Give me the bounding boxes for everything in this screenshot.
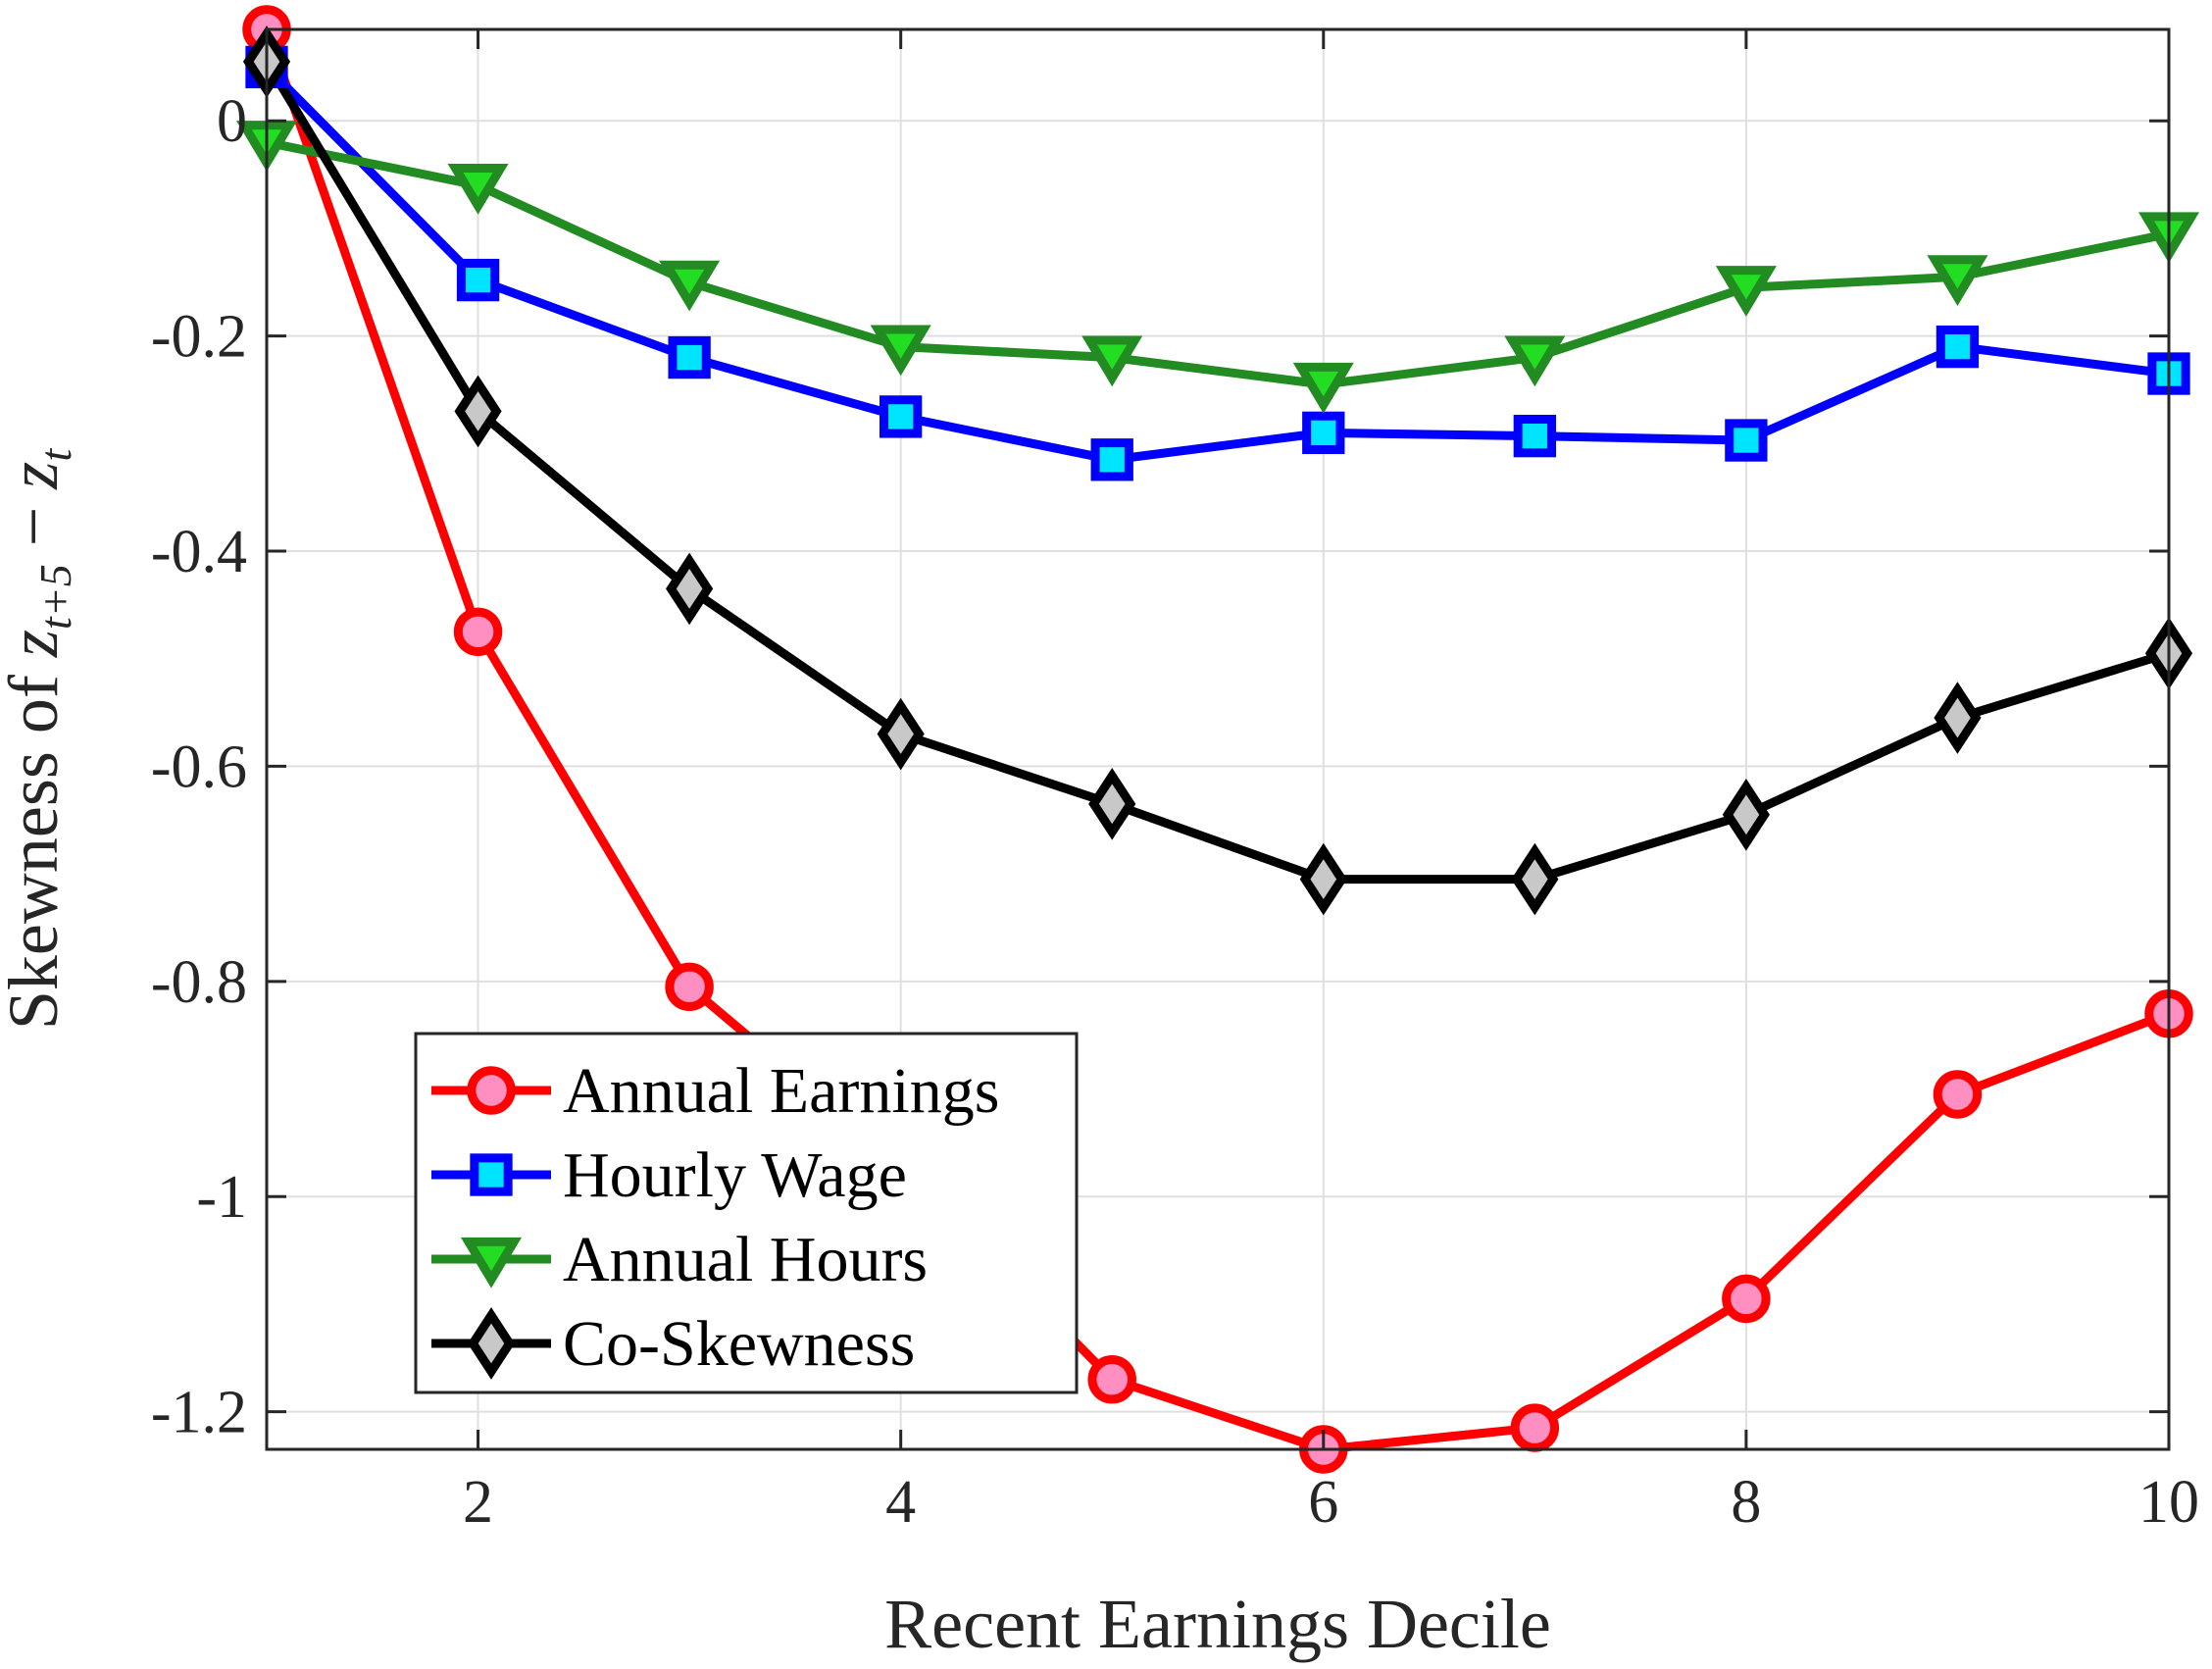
data-point-hourly-wage [1090,438,1133,481]
data-point-hourly-wage [880,395,923,438]
data-point-hourly-wage [1936,325,1980,369]
data-point-annual-hours [1292,362,1354,414]
series-line-annual-earnings [262,27,2171,1454]
y-tick-label: -0.2 [151,304,247,371]
y-axis-title-var1: z [0,630,73,658]
data-point-hourly-wage [1725,419,1768,462]
x-tick-label: 8 [1731,1469,1761,1536]
data-point-co-skewness [666,552,714,626]
legend-marker-annual-hours [460,1237,523,1289]
y-axis-title-sub1: t+5 [30,564,80,630]
legend-label-hourly-wage: Hourly Wage [563,1139,907,1211]
y-axis-title-prefix: Skewness of [0,657,73,1030]
data-point-annual-earnings [453,607,503,657]
legend-marker-co-skewness [467,1307,516,1380]
legend: Annual Earnings Hourly Wage Annual Hours Co… [414,1032,1079,1394]
x-tick-label: 10 [2138,1469,2199,1536]
data-point-hourly-wage [1513,414,1556,458]
y-axis-title-sub2: t [30,448,80,462]
data-point-annual-earnings [1722,1274,1771,1324]
axis-ticks [267,29,2171,1449]
legend-label-annual-earnings: Annual Earnings [563,1055,999,1127]
y-tick-label: -1 [196,1164,247,1231]
data-point-annual-earnings [665,962,714,1012]
data-point-annual-hours [1715,266,1777,317]
y-tick-label: -0.4 [151,519,247,585]
data-point-co-skewness [1088,767,1136,840]
data-point-annual-earnings [1933,1070,1983,1119]
axes-frame [265,27,2171,1451]
legend-marker-annual-earnings [467,1066,516,1115]
data-point-co-skewness [877,697,925,771]
data-point-co-skewness [454,375,502,448]
x-axis-title: Recent Earnings Decile [884,1585,1551,1663]
series-lines [262,27,2171,1454]
legend-label-annual-hours: Annual Hours [563,1224,928,1295]
data-point-annual-hours [447,163,509,215]
data-point-hourly-wage [668,335,711,379]
data-point-annual-hours [870,325,931,377]
series-markers [235,5,2200,1474]
data-point-co-skewness [1511,842,1559,916]
y-axis-title-minus: − [0,489,73,565]
legend-label-co-skewness: Co-Skewness [563,1308,915,1380]
data-point-annual-hours [1081,335,1143,387]
data-point-hourly-wage [1302,411,1345,455]
y-axis-title: Skewness of zt+5 − zt [0,448,80,1030]
data-point-co-skewness [1722,778,1770,851]
tick-labels: 2 4 6 8 10 0 -0.2 -0.4 -0.6 -0.8 -1 -1.2 [151,88,2199,1536]
data-point-annual-hours [659,260,721,312]
y-tick-label: -0.8 [151,949,247,1016]
x-tick-label: 6 [1308,1469,1338,1536]
y-tick-label: 0 [217,88,247,155]
data-point-co-skewness [1299,842,1347,916]
data-point-annual-hours [1504,335,1566,387]
x-tick-label: 4 [885,1469,916,1536]
y-tick-label: -1.2 [151,1380,247,1446]
data-point-annual-earnings [1510,1403,1560,1452]
data-point-co-skewness [1934,682,1982,754]
data-point-annual-hours [1927,255,1988,306]
legend-marker-hourly-wage [470,1153,513,1196]
data-point-hourly-wage [456,258,500,302]
data-point-annual-earnings [1087,1354,1136,1404]
y-tick-label: -0.6 [151,733,247,800]
series-line-annual-hours [266,137,2170,389]
y-axis-title-var2: z [0,462,73,490]
series-line-co-skewness [263,59,2171,885]
series-line-hourly-wage [263,64,2170,465]
x-tick-label: 2 [463,1469,493,1536]
